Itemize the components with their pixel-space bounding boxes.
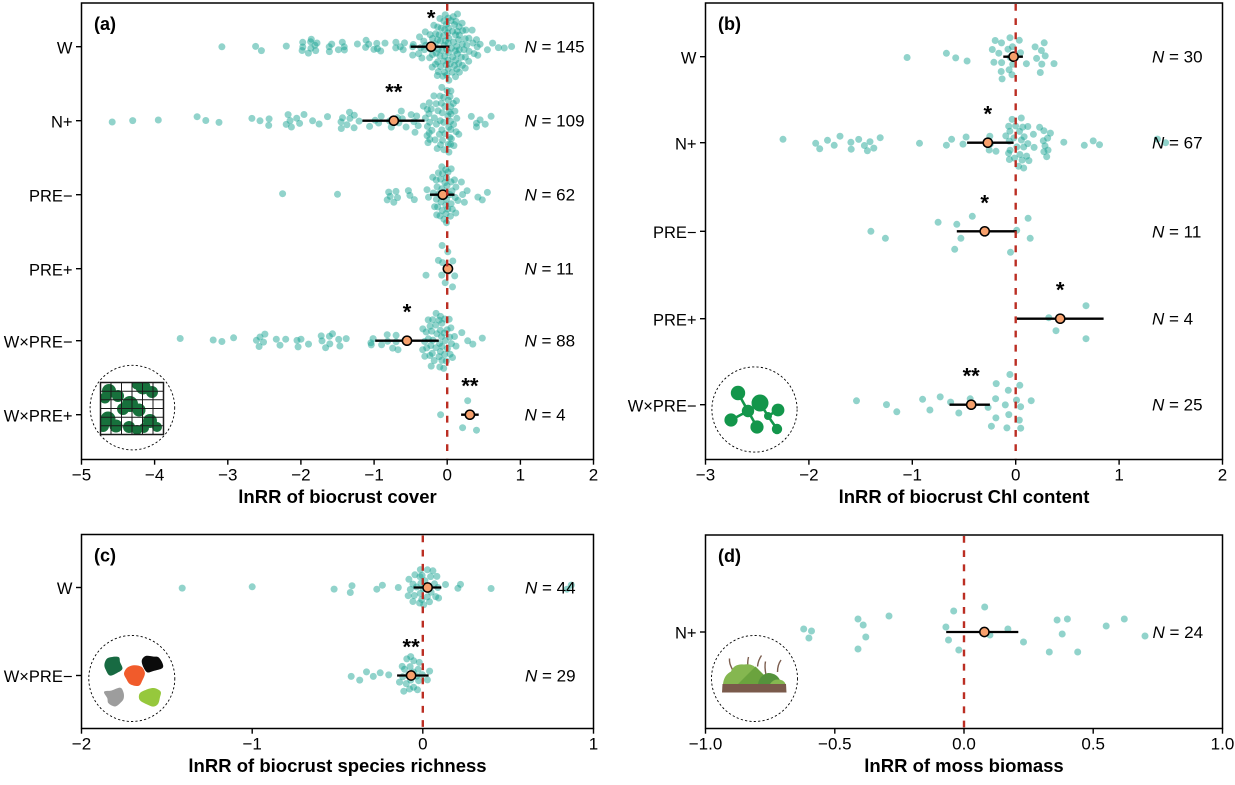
svg-text:N = 109: N = 109 [525,112,585,131]
svg-text:−2: −2 [799,466,818,485]
svg-text:N = 4: N = 4 [525,406,566,425]
svg-text:−1: −1 [243,735,262,754]
svg-text:(b): (b) [718,14,741,34]
svg-text:−1: −1 [364,466,383,485]
svg-text:lnRR of biocrust species richn: lnRR of biocrust species richness [188,755,486,776]
svg-text:N+: N+ [51,113,73,131]
svg-text:(c): (c) [94,546,116,566]
svg-text:lnRR of biocrust Chl content: lnRR of biocrust Chl content [839,486,1090,507]
svg-text:N = 25: N = 25 [1152,396,1203,415]
svg-text:−1: −1 [903,466,922,485]
svg-text:PRE−: PRE− [653,224,697,242]
svg-text:0: 0 [1011,466,1020,485]
svg-text:−1.0: −1.0 [689,735,723,754]
svg-text:W×PRE−: W×PRE− [4,333,73,351]
svg-text:1: 1 [589,735,598,754]
svg-text:N = 67: N = 67 [1152,134,1203,153]
svg-text:W×PRE−: W×PRE− [628,397,697,415]
svg-text:0.0: 0.0 [952,735,976,754]
svg-text:N = 44: N = 44 [525,579,576,598]
svg-text:W: W [57,39,73,57]
svg-text:0.5: 0.5 [1081,735,1105,754]
svg-text:N = 30: N = 30 [1152,48,1203,67]
svg-text:(d): (d) [718,546,741,566]
svg-text:N = 11: N = 11 [525,260,574,279]
svg-text:N = 62: N = 62 [525,186,576,205]
svg-text:N = 145: N = 145 [525,38,585,57]
svg-text:*: * [403,300,412,325]
svg-text:**: ** [963,364,981,389]
svg-text:N = 24: N = 24 [1153,623,1204,642]
svg-text:W: W [57,580,73,598]
svg-text:0: 0 [442,466,451,485]
svg-text:−0.5: −0.5 [818,735,852,754]
svg-text:**: ** [403,635,421,660]
svg-text:**: ** [385,80,403,105]
svg-text:PRE+: PRE+ [29,261,73,279]
svg-text:*: * [1056,278,1065,303]
svg-text:2: 2 [589,466,598,485]
svg-text:N+: N+ [675,135,697,153]
svg-text:−3: −3 [218,466,237,485]
svg-text:−2: −2 [291,466,310,485]
svg-text:(a): (a) [94,14,116,34]
svg-text:1: 1 [1114,466,1123,485]
svg-text:2: 2 [1218,466,1227,485]
svg-text:−4: −4 [145,466,164,485]
svg-text:W×PRE+: W×PRE+ [4,407,73,425]
svg-text:lnRR of moss biomass: lnRR of moss biomass [864,755,1063,776]
svg-text:N = 29: N = 29 [525,667,576,686]
svg-text:0: 0 [418,735,427,754]
svg-text:1: 1 [516,466,525,485]
svg-text:**: ** [461,374,479,399]
svg-text:−2: −2 [72,735,91,754]
svg-text:−5: −5 [72,466,91,485]
svg-text:*: * [980,190,989,215]
svg-text:1.0: 1.0 [1211,735,1235,754]
svg-text:PRE−: PRE− [29,187,73,205]
svg-text:N = 88: N = 88 [525,332,576,351]
svg-text:PRE+: PRE+ [653,311,697,329]
svg-text:*: * [984,102,993,127]
svg-text:W×PRE−: W×PRE− [4,668,73,686]
svg-text:W: W [681,49,697,67]
svg-text:lnRR of biocrust cover: lnRR of biocrust cover [238,486,436,507]
svg-text:*: * [427,6,436,31]
svg-text:N = 11: N = 11 [1152,222,1201,241]
svg-text:N+: N+ [675,625,697,643]
svg-text:−3: −3 [696,466,715,485]
svg-text:N = 4: N = 4 [1152,310,1193,329]
